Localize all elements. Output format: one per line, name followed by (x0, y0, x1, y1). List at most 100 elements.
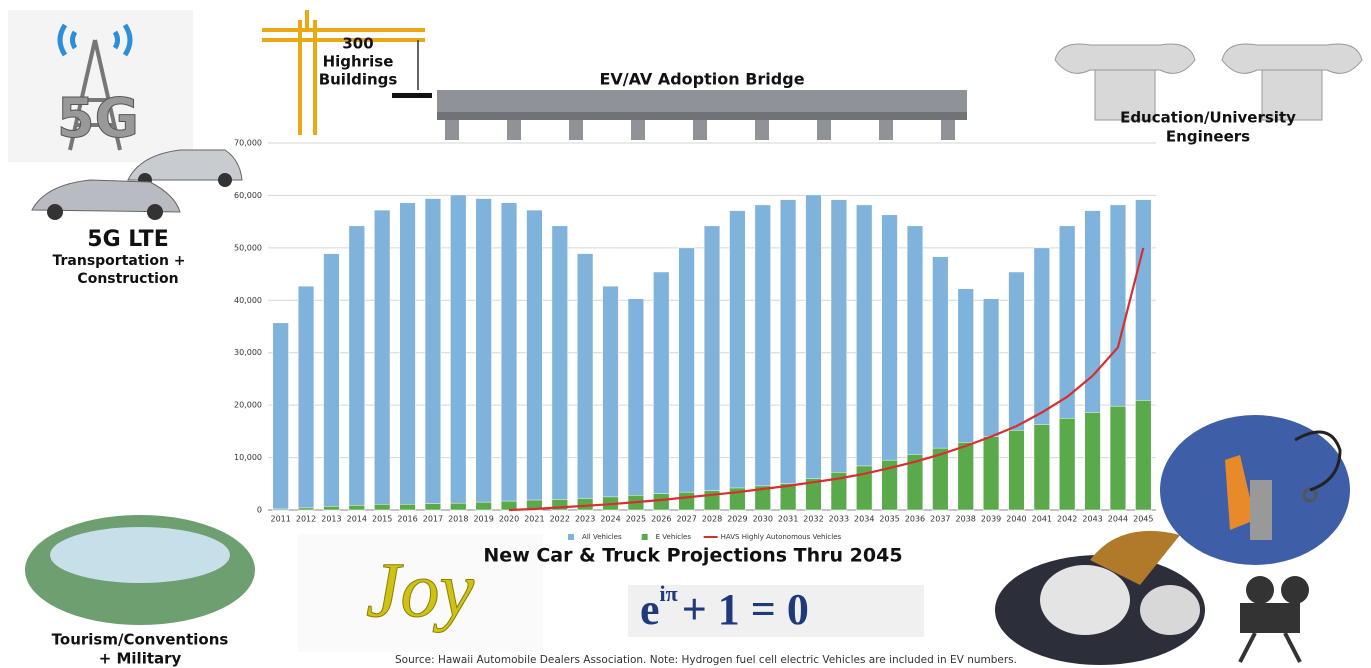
x-tick-label: 2014 (347, 515, 367, 524)
x-tick-label: 2026 (651, 515, 671, 524)
x-tick-label: 2038 (956, 515, 976, 524)
bar (856, 204, 873, 511)
x-tick-label: 2019 (473, 515, 493, 524)
bar (475, 501, 492, 511)
bar (323, 253, 340, 511)
x-tick-label: 2012 (296, 515, 316, 524)
bar (729, 210, 746, 511)
bar (272, 322, 289, 511)
bar (957, 442, 974, 511)
bar (881, 459, 898, 511)
tower-label: 5G (57, 87, 139, 150)
x-tick-label: 2036 (905, 515, 925, 524)
line (508, 247, 1145, 512)
legend-label: All Vehicles (582, 533, 622, 541)
tourism-image (50, 527, 230, 583)
bridge-label: EV/AV Adoption Bridge (599, 70, 804, 89)
bar (323, 506, 340, 511)
bar (399, 202, 416, 511)
x-tick-label: 2027 (676, 515, 696, 524)
y-tick-label: 60,000 (234, 191, 262, 200)
plot: 0 10,000 20,000 30,000 40,000 50,000 60,000 70,… (234, 139, 1156, 541)
science-collage (995, 415, 1350, 665)
bridge (437, 90, 967, 140)
bar (551, 225, 568, 511)
bar (602, 285, 619, 511)
y-tick-label: 70,000 (234, 139, 262, 148)
bar (272, 508, 289, 511)
x-tick-label: 2024 (600, 515, 620, 524)
y-tick-label: 40,000 (234, 296, 262, 305)
education-label: Education/University (1120, 109, 1296, 127)
bar (374, 503, 391, 511)
bar (577, 498, 594, 511)
bar (830, 472, 847, 511)
bar (805, 478, 822, 511)
bar (982, 436, 1000, 511)
bar (500, 202, 518, 511)
bar (577, 253, 594, 511)
x-tick-label: 2041 (1032, 515, 1052, 524)
x-tick-label: 2042 (1057, 515, 1077, 524)
x-tick-label: 2035 (879, 515, 899, 524)
bar (399, 503, 416, 511)
x-tick-label: 2040 (1006, 515, 1026, 524)
bar (932, 447, 949, 511)
x-tick-label: 2044 (1108, 515, 1128, 524)
highrise-label: Highrise (323, 53, 394, 71)
source-note: Source: Hawaii Automobile Dealers Associ… (395, 654, 1017, 666)
bar (754, 485, 771, 511)
bar (297, 507, 315, 511)
tourism-label: + Military (99, 650, 182, 668)
lte-sub: Transportation + (52, 253, 185, 269)
chart-title: New Car & Truck Projections Thru 2045 (483, 545, 902, 567)
equation: eiπ+ 1 = 0 (640, 581, 809, 634)
lte-sub: Construction (77, 271, 178, 287)
legend-swatch (568, 534, 575, 540)
equation-box (628, 585, 924, 637)
education-label: Engineers (1166, 128, 1250, 146)
bar (754, 204, 771, 511)
bar (526, 209, 543, 511)
equation-rest: + 1 = 0 (682, 585, 809, 634)
bar (1033, 424, 1050, 511)
tower-icon: 5G (8, 10, 193, 162)
x-tick-label: 2032 (803, 515, 823, 524)
bar (475, 198, 492, 511)
bar (1135, 400, 1152, 511)
y-tick-label: 50,000 (234, 243, 262, 252)
equation-base: e (640, 585, 660, 634)
bar (500, 500, 518, 511)
x-tick-label: 2021 (524, 515, 544, 524)
bar (653, 493, 670, 511)
bar (1109, 405, 1127, 511)
bar (779, 483, 797, 511)
x-tick-label: 2022 (550, 515, 570, 524)
bar (856, 465, 873, 511)
bar (703, 225, 721, 511)
x-tick-label: 2016 (397, 515, 417, 524)
x-tick-label: 2029 (727, 515, 747, 524)
x-tick-label: 2020 (499, 515, 519, 524)
cars (31, 149, 243, 220)
logo-box (298, 534, 543, 652)
x-tick-label: 2034 (854, 515, 874, 524)
bar (1059, 418, 1076, 511)
highrise-label: Buildings (319, 71, 398, 89)
x-tick-label: 2037 (930, 515, 950, 524)
bar (424, 198, 442, 511)
bar (653, 271, 670, 511)
x-tick-label: 2025 (626, 515, 646, 524)
legend-label: E Vehicles (656, 533, 692, 541)
bar (450, 502, 467, 511)
highrise-label: 300 (342, 35, 373, 53)
x-tick-label: 2013 (321, 515, 341, 524)
bar (805, 194, 822, 511)
crane-load (392, 93, 432, 98)
bar (678, 247, 695, 511)
x-tick-label: 2028 (702, 515, 722, 524)
y-tick-label: 10,000 (234, 453, 262, 462)
x-tick-label: 2039 (981, 515, 1001, 524)
x-tick-label: 2011 (271, 515, 291, 524)
bar (348, 505, 365, 511)
